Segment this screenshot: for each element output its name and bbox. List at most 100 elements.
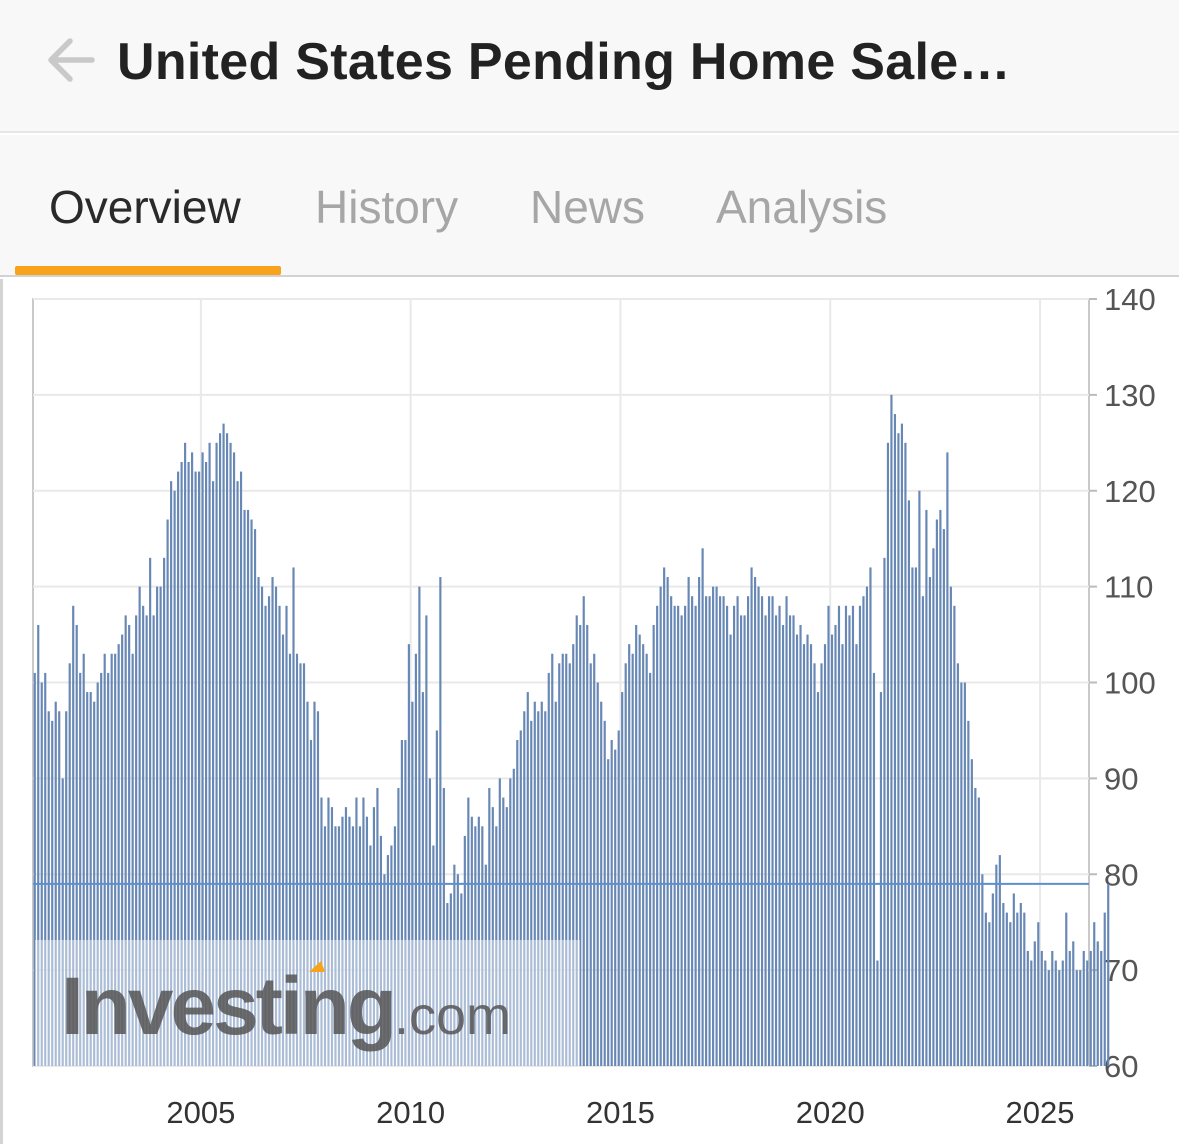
bar[interactable] xyxy=(726,605,729,1066)
bar[interactable] xyxy=(208,442,211,1066)
bar[interactable] xyxy=(575,615,578,1066)
bar[interactable] xyxy=(467,797,470,1066)
bar[interactable] xyxy=(75,624,78,1066)
bar[interactable] xyxy=(628,644,631,1066)
bar[interactable] xyxy=(610,740,613,1066)
bar[interactable] xyxy=(848,615,851,1066)
bar[interactable] xyxy=(337,826,341,1066)
bar[interactable] xyxy=(1103,912,1106,1066)
bar[interactable] xyxy=(656,605,659,1066)
bar[interactable] xyxy=(537,711,540,1066)
bar[interactable] xyxy=(935,519,938,1066)
bar[interactable] xyxy=(893,414,897,1066)
bar[interactable] xyxy=(156,586,159,1066)
bar[interactable] xyxy=(96,682,99,1067)
bar[interactable] xyxy=(348,816,351,1066)
bar[interactable] xyxy=(939,509,942,1066)
bar[interactable] xyxy=(558,663,561,1066)
bar[interactable] xyxy=(1096,941,1099,1066)
bar[interactable] xyxy=(788,615,792,1066)
bar[interactable] xyxy=(278,605,281,1066)
bar[interactable] xyxy=(645,653,648,1066)
bar[interactable] xyxy=(1002,903,1005,1066)
bar[interactable] xyxy=(942,529,945,1066)
bar[interactable] xyxy=(302,663,306,1066)
bar[interactable] xyxy=(865,586,869,1066)
bar[interactable] xyxy=(509,778,512,1066)
tab-news[interactable]: News xyxy=(530,181,646,233)
bar[interactable] xyxy=(383,874,386,1066)
bar[interactable] xyxy=(995,864,998,1066)
bar[interactable] xyxy=(477,816,480,1066)
bar[interactable] xyxy=(502,797,505,1066)
bar[interactable] xyxy=(684,605,687,1066)
bar[interactable] xyxy=(698,577,701,1066)
bar[interactable] xyxy=(131,653,134,1066)
bar[interactable] xyxy=(135,615,138,1066)
bar[interactable] xyxy=(1026,950,1029,1066)
bar[interactable] xyxy=(484,864,487,1066)
bar[interactable] xyxy=(198,471,201,1066)
bar[interactable] xyxy=(932,548,935,1066)
bar[interactable] xyxy=(1075,970,1078,1066)
bar[interactable] xyxy=(719,596,722,1066)
bar[interactable] xyxy=(900,423,904,1066)
bar[interactable] xyxy=(323,826,327,1066)
bar[interactable] xyxy=(267,596,271,1066)
bar[interactable] xyxy=(715,586,718,1066)
bar[interactable] xyxy=(495,826,498,1066)
bar[interactable] xyxy=(991,893,994,1066)
bar[interactable] xyxy=(760,596,764,1066)
bar[interactable] xyxy=(750,567,753,1066)
bar[interactable] xyxy=(512,768,515,1066)
bar[interactable] xyxy=(701,548,704,1066)
bar[interactable] xyxy=(128,624,131,1066)
bar[interactable] xyxy=(1012,893,1015,1066)
bar[interactable] xyxy=(614,749,617,1066)
bar[interactable] xyxy=(638,634,641,1066)
bar[interactable] xyxy=(82,653,85,1066)
bar[interactable] xyxy=(117,644,120,1066)
bar[interactable] xyxy=(757,586,760,1066)
bar[interactable] xyxy=(201,452,204,1066)
bar[interactable] xyxy=(837,605,841,1066)
bar[interactable] xyxy=(1107,883,1110,1066)
bar[interactable] xyxy=(631,653,634,1066)
bar[interactable] xyxy=(890,394,893,1066)
bar[interactable] xyxy=(470,816,473,1066)
bar[interactable] xyxy=(771,596,774,1066)
bar[interactable] xyxy=(862,596,865,1066)
bar[interactable] xyxy=(37,624,40,1066)
bar[interactable] xyxy=(376,787,379,1066)
bar[interactable] xyxy=(851,605,855,1066)
bar[interactable] xyxy=(925,509,928,1066)
bar[interactable] xyxy=(883,557,886,1066)
bar[interactable] xyxy=(58,711,61,1066)
bar[interactable] xyxy=(47,711,50,1066)
bar[interactable] xyxy=(1054,960,1057,1066)
bar[interactable] xyxy=(855,644,858,1066)
bar[interactable] xyxy=(1009,922,1012,1066)
bar[interactable] xyxy=(460,893,463,1066)
bar[interactable] xyxy=(243,509,246,1066)
bar[interactable] xyxy=(344,807,348,1066)
bar[interactable] xyxy=(886,442,890,1066)
bar[interactable] xyxy=(673,605,676,1066)
bar[interactable] xyxy=(439,577,442,1066)
bar[interactable] xyxy=(163,557,166,1066)
bar[interactable] xyxy=(225,433,229,1067)
bar[interactable] xyxy=(988,922,991,1066)
bar[interactable] xyxy=(114,653,117,1066)
bar[interactable] xyxy=(813,663,816,1066)
bar[interactable] xyxy=(191,452,194,1066)
bar[interactable] xyxy=(390,845,393,1066)
bar[interactable] xyxy=(362,797,365,1066)
bar[interactable] xyxy=(1061,960,1064,1066)
bar[interactable] xyxy=(834,624,837,1066)
bar[interactable] xyxy=(799,624,802,1066)
bar[interactable] xyxy=(1044,960,1047,1066)
bar[interactable] xyxy=(561,653,564,1066)
bar[interactable] xyxy=(530,720,533,1066)
bar[interactable] xyxy=(774,615,778,1066)
bar[interactable] xyxy=(928,577,931,1066)
